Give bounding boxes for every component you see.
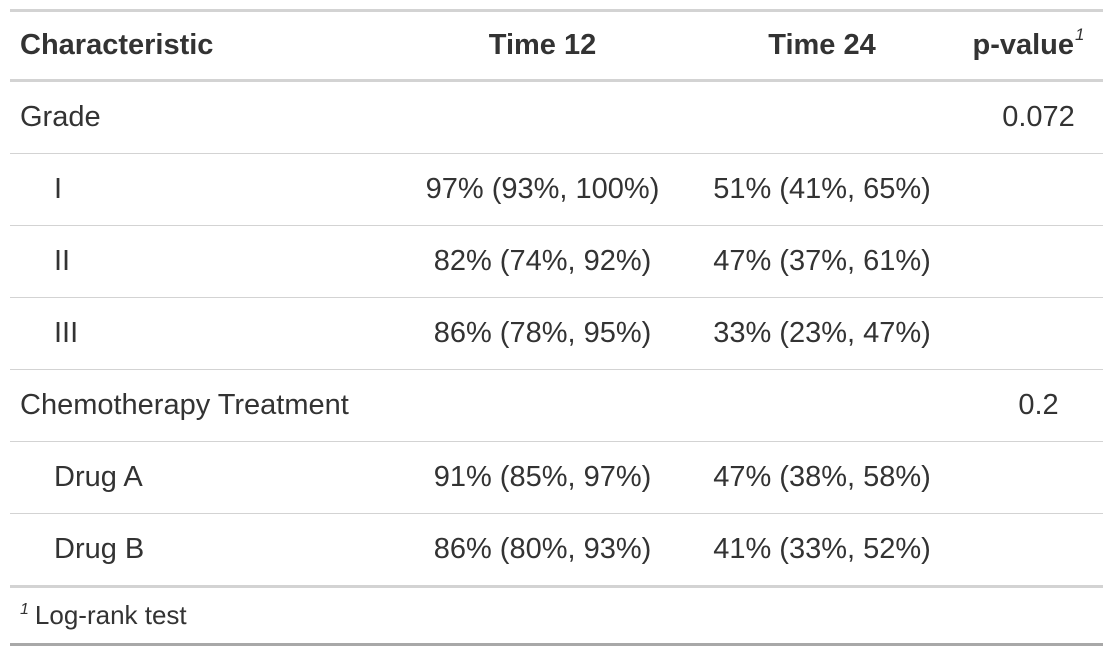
cell-empty [690, 369, 954, 442]
table-footnote: 1 Log-rank test [10, 588, 1103, 643]
cell-empty [954, 153, 1103, 226]
summary-table: Characteristic Time 12 Time 24 p-value 1 … [10, 9, 1103, 646]
survival-table: Characteristic Time 12 Time 24 p-value1 … [10, 12, 1103, 588]
header-time-24: Time 24 [690, 12, 954, 82]
header-characteristic: Characteristic [10, 12, 395, 82]
group-row-chemotherapy: Chemotherapy Treatment 0.2 [10, 369, 1103, 442]
cell-time-12: 91% (85%, 97%) [395, 441, 690, 514]
group-p-value: 0.2 [954, 369, 1103, 442]
cell-time-24: 47% (37%, 61%) [690, 225, 954, 298]
table-row: III 86% (78%, 95%) 33% (23%, 47%) [10, 297, 1103, 370]
cell-empty [954, 297, 1103, 370]
header-time-12: Time 12 [395, 12, 690, 82]
row-label: Drug A [10, 441, 395, 514]
cell-empty [954, 441, 1103, 514]
cell-time-24: 41% (33%, 52%) [690, 513, 954, 588]
cell-empty [395, 369, 690, 442]
cell-empty [954, 513, 1103, 588]
group-label: Grade [10, 80, 395, 154]
group-label: Chemotherapy Treatment [10, 369, 395, 442]
cell-time-24: 51% (41%, 65%) [690, 153, 954, 226]
cell-empty [690, 80, 954, 154]
cell-time-24: 47% (38%, 58%) [690, 441, 954, 514]
row-label: I [10, 153, 395, 226]
cell-time-12: 82% (74%, 92%) [395, 225, 690, 298]
cell-empty [395, 80, 690, 154]
group-row-grade: Grade 0.072 [10, 80, 1103, 154]
row-label: Drug B [10, 513, 395, 588]
cell-time-24: 33% (23%, 47%) [690, 297, 954, 370]
header-p-value-label: p-value [972, 29, 1075, 61]
table-row: Drug A 91% (85%, 97%) 47% (38%, 58%) [10, 441, 1103, 514]
header-row: Characteristic Time 12 Time 24 p-value1 [10, 12, 1103, 82]
cell-time-12: 86% (78%, 95%) [395, 297, 690, 370]
cell-time-12: 97% (93%, 100%) [395, 153, 690, 226]
group-p-value: 0.072 [954, 80, 1103, 154]
header-p-value: p-value1 [954, 12, 1103, 82]
row-label: III [10, 297, 395, 370]
row-label: II [10, 225, 395, 298]
cell-empty [954, 225, 1103, 298]
footnote-text: Log-rank test [34, 600, 187, 630]
footnote-mark: 1 [20, 600, 29, 618]
table-row: I 97% (93%, 100%) 51% (41%, 65%) [10, 153, 1103, 226]
table-row: II 82% (74%, 92%) 47% (37%, 61%) [10, 225, 1103, 298]
header-footnote-mark: 1 [1075, 25, 1085, 44]
cell-time-12: 86% (80%, 93%) [395, 513, 690, 588]
table-row: Drug B 86% (80%, 93%) 41% (33%, 52%) [10, 513, 1103, 588]
